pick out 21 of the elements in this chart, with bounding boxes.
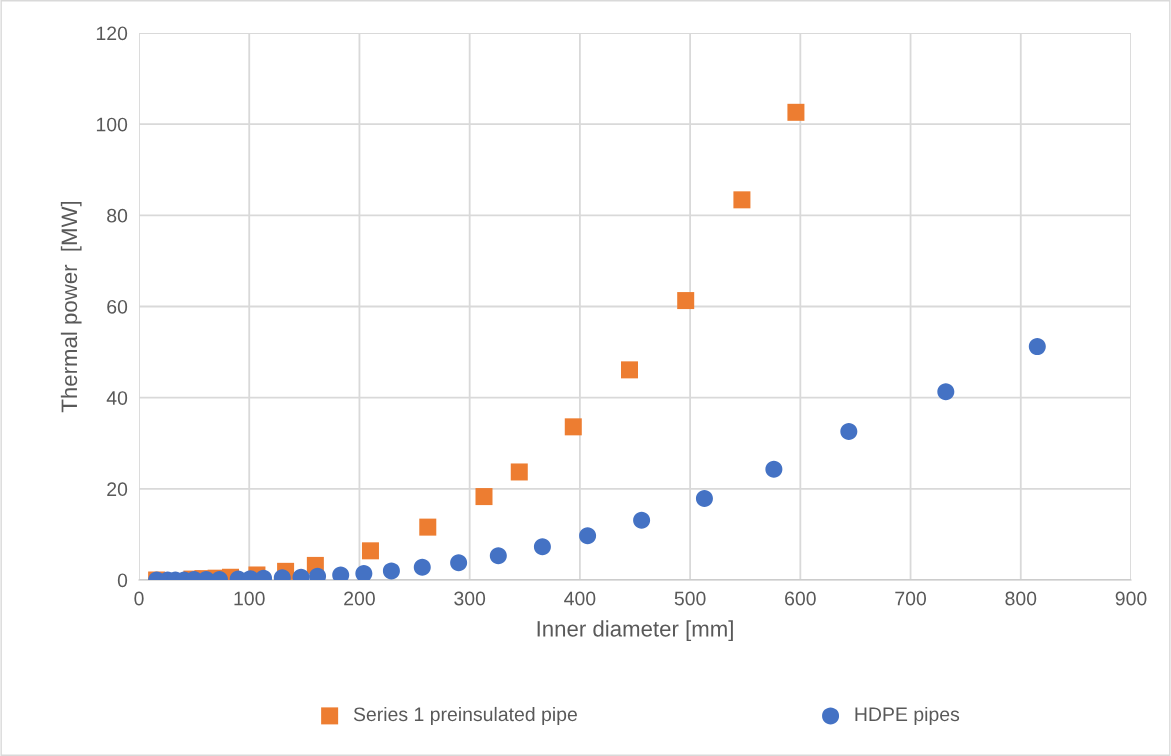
y-tick-label: 60	[107, 299, 128, 314]
x-tick-label: 200	[344, 591, 375, 606]
y-tick-label: 80	[107, 208, 128, 223]
y-axis-title: Thermal power [MW]	[60, 201, 82, 413]
x-tick-label: 800	[1005, 591, 1037, 606]
x-tick-label: 900	[1115, 591, 1147, 606]
x-tick-label: 400	[564, 591, 596, 606]
legend-label: HDPE pipes	[855, 706, 960, 726]
x-tick-label: 600	[785, 591, 816, 606]
legend-label: Series 1 preinsulated pipe	[353, 706, 577, 726]
y-tick-label: 120	[96, 26, 128, 41]
x-tick-label: 500	[674, 591, 706, 606]
x-tick-label: 0	[134, 591, 144, 606]
y-tick-label: 100	[96, 117, 128, 132]
y-tick-label: 0	[117, 573, 128, 588]
y-tick-label: 40	[106, 391, 128, 405]
y-tick-label: 20	[107, 482, 128, 497]
x-axis-title: Inner diameter [mm]	[537, 620, 733, 642]
x-tick-label: 300	[454, 591, 486, 606]
x-tick-label: 700	[895, 591, 927, 606]
x-tick-label: 100	[234, 591, 265, 606]
